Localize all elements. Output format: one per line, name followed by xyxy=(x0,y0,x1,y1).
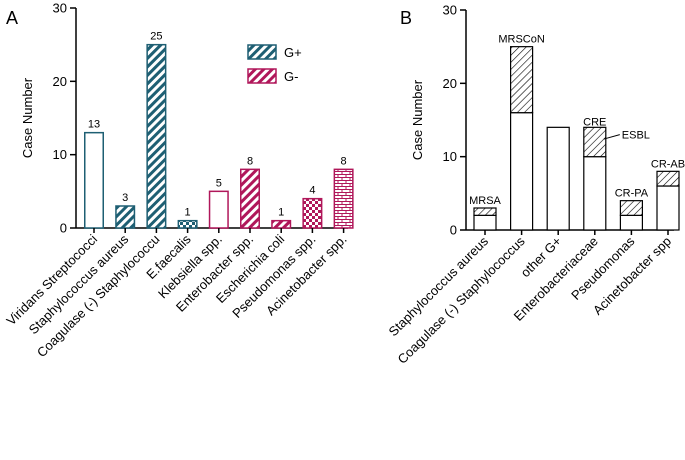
annotation-leader xyxy=(603,134,620,140)
data-label-3: 1 xyxy=(185,207,191,219)
y-axis-title: Case Number xyxy=(410,79,425,160)
bar-resistant-4 xyxy=(619,200,644,216)
y-tick-label: 20 xyxy=(53,74,67,89)
annotation-5: CR-AB xyxy=(651,158,685,170)
chart-a-bars xyxy=(84,43,354,229)
y-tick-label: 30 xyxy=(53,1,67,16)
legend-label-g-neg: G- xyxy=(284,69,298,84)
y-tick-label: 0 xyxy=(450,223,457,238)
bar-1 xyxy=(115,205,136,229)
annotation-2: CRE xyxy=(583,116,606,128)
y-tick-label: 30 xyxy=(443,3,457,18)
bar-resistant-5 xyxy=(656,170,680,187)
data-label-6: 1 xyxy=(278,207,284,219)
y-axis-title: Case Number xyxy=(20,77,35,158)
bar-base-5 xyxy=(656,185,680,231)
panel-a-label: A xyxy=(6,8,18,28)
annotation-0: MRSA xyxy=(469,195,501,207)
bar-base-0 xyxy=(473,214,497,231)
data-label-8: 8 xyxy=(341,155,347,167)
chart-b-axes: 0 10 20 30 Case Number xyxy=(410,3,674,238)
bar-resistant-1 xyxy=(510,46,534,114)
bar-2 xyxy=(146,43,167,229)
bar-base-2 xyxy=(546,126,570,231)
chart-b: 0 10 20 30 Case Number MRSA MRSCoN CRE CR-PA CR-… xyxy=(385,3,685,367)
data-label-1: 3 xyxy=(122,192,128,204)
data-label-5: 8 xyxy=(247,155,253,167)
panel-b-label: B xyxy=(400,8,412,28)
category-label-2: Coagulase (-) Staphylococcu xyxy=(34,232,163,361)
annotation-3: ESBL xyxy=(622,130,650,142)
bar-7 xyxy=(302,197,323,229)
bar-0 xyxy=(84,131,104,229)
data-label-7: 4 xyxy=(309,185,315,197)
bar-5 xyxy=(240,168,260,229)
bar-4 xyxy=(208,190,229,229)
bar-resistant-3 xyxy=(583,126,607,158)
bar-base-3 xyxy=(583,156,607,231)
chart-a-axes: 0 10 20 30 Case Number xyxy=(20,1,348,236)
y-tick-label: 0 xyxy=(60,221,67,236)
y-tick-label: 10 xyxy=(443,149,457,164)
category-label-4: Pseudomonas xyxy=(568,233,638,303)
y-tick-label: 10 xyxy=(53,147,67,162)
data-label-2: 25 xyxy=(150,31,162,43)
annotation-1: MRSCoN xyxy=(498,34,545,46)
annotation-4: CR-PA xyxy=(615,188,649,200)
bar-base-4 xyxy=(619,214,644,231)
legend-swatch-g-neg xyxy=(247,68,277,84)
chart-b-annotations: MRSA MRSCoN CRE CR-PA CR-AB ESBL xyxy=(469,34,685,207)
y-tick-label: 20 xyxy=(443,76,457,91)
bar-3 xyxy=(177,219,198,229)
bar-8 xyxy=(333,168,354,229)
bar-resistant-0 xyxy=(473,207,497,216)
bar-6 xyxy=(271,219,292,229)
legend-swatch-g-pos xyxy=(247,44,277,60)
legend-label-g-pos: G+ xyxy=(284,45,302,60)
chart-a-legend: G+ G- xyxy=(247,44,302,84)
chart-b-bars xyxy=(473,46,680,231)
data-label-4: 5 xyxy=(216,177,222,189)
bar-base-1 xyxy=(510,112,534,231)
data-label-0: 13 xyxy=(88,119,100,131)
